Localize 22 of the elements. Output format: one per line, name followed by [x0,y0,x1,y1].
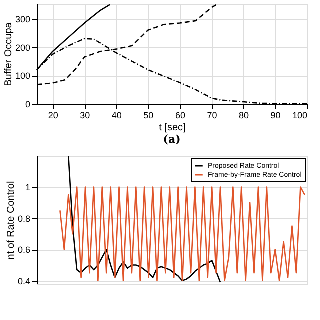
y-tick-label: 0 [25,100,30,110]
y-tick-label: 100 [15,71,30,82]
x-tick-label: 100 [292,110,308,120]
y-axis-title: Buffer Occupa [3,22,14,86]
x-tick-label: 50 [144,110,154,120]
y-tick-label: 1 [25,182,30,193]
y-tick-label: 0.6 [18,245,30,256]
y-tick-label: 300 [15,14,30,25]
x-axis-title: t [sec] [159,122,186,134]
x-tick-label: 90 [270,110,281,120]
x-tick-label: 80 [238,110,249,120]
y-tick-label: 0.8 [18,214,30,224]
y-tick-label: 0.4 [18,276,30,286]
y-axis-title: nt of Rate Control [6,181,17,260]
x-tick-label: 40 [112,110,122,120]
x-tick-label: 70 [207,110,218,120]
x-tick-label: 20 [48,110,58,120]
x-tick-label: 60 [175,110,186,120]
y-tick-label: 200 [15,42,30,53]
x-tick-label: 30 [80,110,90,120]
text: (a) [163,133,181,146]
line-series [60,186,306,282]
